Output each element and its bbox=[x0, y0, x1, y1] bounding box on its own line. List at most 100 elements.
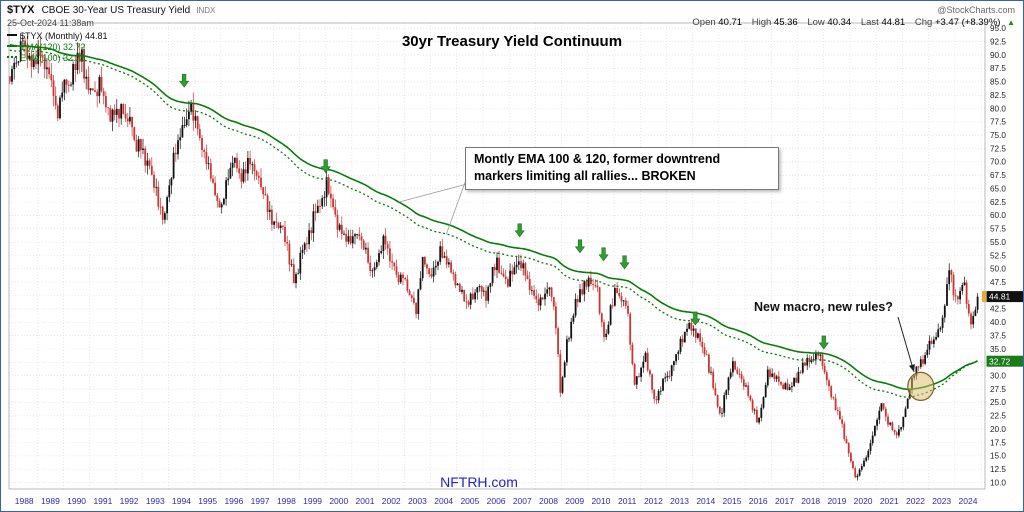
x-axis-year-label: 1999 bbox=[303, 496, 322, 506]
ticker-symbol[interactable]: $TYX bbox=[7, 4, 35, 16]
y-axis-tick-label: 70.0 bbox=[990, 158, 1006, 167]
y-axis-tick-label: 95.0 bbox=[990, 24, 1006, 33]
y-axis-tick-label: 20.0 bbox=[990, 425, 1006, 434]
down-arrow-icon bbox=[619, 255, 630, 270]
down-arrow-icon bbox=[690, 311, 701, 326]
candle-wicks-down bbox=[9, 36, 972, 479]
ema-axis-label: 32.72 bbox=[989, 356, 1011, 366]
x-axis-year-label: 2005 bbox=[460, 496, 479, 506]
stockcharts-watermark: @StockCharts.com bbox=[937, 5, 1015, 15]
legend-price-label: $TYX (Monthly) 44.81 bbox=[20, 31, 108, 41]
last-price-axis-label: 44.81 bbox=[989, 292, 1011, 302]
x-axis-year-label: 1997 bbox=[251, 496, 270, 506]
y-axis-tick-label: 40.0 bbox=[990, 318, 1006, 327]
candle-bodies-up bbox=[11, 40, 979, 478]
x-axis-year-label: 2012 bbox=[644, 496, 663, 506]
x-axis-year-label: 2017 bbox=[775, 496, 794, 506]
x-axis-year-label: 1989 bbox=[41, 496, 60, 506]
high-value: 45.36 bbox=[773, 17, 798, 28]
y-axis-tick-label: 50.0 bbox=[990, 265, 1006, 274]
x-axis-year-label: 2023 bbox=[932, 496, 951, 506]
x-axis-year-label: 1992 bbox=[120, 496, 139, 506]
x-axis-year-label: 1990 bbox=[67, 496, 86, 506]
y-axis-tick-label: 75.0 bbox=[990, 131, 1006, 140]
down-arrow-icon bbox=[179, 73, 190, 88]
x-axis-year-label: 2010 bbox=[591, 496, 610, 506]
y-axis-tick-label: 55.0 bbox=[990, 238, 1006, 247]
x-axis-year-label: 2002 bbox=[382, 496, 401, 506]
y-axis-tick-label: 85.0 bbox=[990, 78, 1006, 87]
callout-connector bbox=[398, 183, 468, 203]
high-label: High bbox=[751, 17, 772, 28]
down-arrow-icon bbox=[598, 247, 609, 262]
last-value: 44.81 bbox=[881, 17, 906, 28]
nftrh-link[interactable]: NFTRH.com bbox=[440, 474, 518, 490]
chg-value: +3.47 (+8.39%) bbox=[934, 17, 1001, 28]
y-axis-tick-label: 80.0 bbox=[990, 104, 1006, 113]
candle-bodies-down bbox=[8, 40, 972, 478]
x-axis-year-label: 1998 bbox=[277, 496, 296, 506]
x-axis-year-label: 1994 bbox=[172, 496, 191, 506]
candle-wicks-up bbox=[11, 33, 978, 481]
y-axis-tick-label: 42.5 bbox=[990, 305, 1006, 314]
x-axis-year-label: 2006 bbox=[487, 496, 506, 506]
breakout-highlight-ellipse bbox=[907, 371, 935, 401]
last-price-axis-label-bg bbox=[986, 291, 1023, 303]
ema-broken-callout: Montly EMA 100 & 120, former downtrend m… bbox=[465, 147, 779, 190]
y-axis-tick-label: 82.5 bbox=[990, 91, 1006, 100]
new-macro-note: New macro, new rules? bbox=[754, 300, 893, 314]
x-axis-year-label: 2014 bbox=[696, 496, 715, 506]
chart-title: 30yr Treasury Yield Continuum bbox=[401, 33, 623, 50]
x-axis-year-label: 2024 bbox=[959, 496, 978, 506]
legend-price-series[interactable]: $TYX (Monthly) 44.81 bbox=[7, 31, 108, 41]
x-axis-year-label: 1995 bbox=[198, 496, 217, 506]
x-axis-year-label: 1991 bbox=[93, 496, 112, 506]
x-axis-year-label: 2007 bbox=[513, 496, 532, 506]
x-axis-year-label: 1988 bbox=[15, 496, 34, 506]
y-axis-tick-label: 60.0 bbox=[990, 211, 1006, 220]
y-axis-tick-label: 90.0 bbox=[990, 51, 1006, 60]
x-axis-year-label: 2021 bbox=[880, 496, 899, 506]
y-axis-tick-label: 10.0 bbox=[990, 478, 1006, 487]
callout-line-1: Montly EMA 100 & 120, former downtrend bbox=[474, 152, 721, 166]
x-axis-year-label: 2004 bbox=[434, 496, 453, 506]
y-axis-tick-label: 62.5 bbox=[990, 198, 1006, 207]
callout-connector bbox=[445, 176, 468, 235]
x-axis-year-label: 2001 bbox=[356, 496, 375, 506]
ema-120-line bbox=[9, 44, 978, 391]
up-arrow-icon: ▲ bbox=[1007, 18, 1015, 27]
open-label: Open bbox=[692, 17, 716, 28]
y-axis-tick-label: 57.5 bbox=[990, 225, 1006, 234]
x-axis-year-label: 2022 bbox=[906, 496, 925, 506]
y-axis-tick-label: 92.5 bbox=[990, 38, 1006, 47]
callout-line-2: markers limiting all rallies... BROKEN bbox=[474, 168, 696, 183]
x-axis-year-label: 2018 bbox=[801, 496, 820, 506]
y-axis-tick-label: 37.5 bbox=[990, 331, 1006, 340]
down-arrow-icon bbox=[514, 223, 525, 238]
ema100-line-icon bbox=[7, 56, 17, 58]
legend-ema120-label: EMA(120) 32.72 bbox=[20, 42, 86, 52]
plot-border bbox=[8, 22, 986, 490]
x-axis-year-label: 2003 bbox=[408, 496, 427, 506]
x-axis-year-label: 2008 bbox=[539, 496, 558, 506]
x-axis-year-label: 2016 bbox=[749, 496, 768, 506]
note-pointer-head bbox=[909, 364, 915, 372]
x-axis-year-label: 2015 bbox=[723, 496, 742, 506]
legend-ema100[interactable]: EMA(100) 32.75 bbox=[7, 53, 86, 63]
y-axis-tick-label: 15.0 bbox=[990, 452, 1006, 461]
chart-header: $TYX CBOE 30-Year US Treasury Yield INDX bbox=[7, 4, 215, 16]
ema120-line-icon bbox=[7, 45, 17, 47]
x-axis-year-label: 1996 bbox=[224, 496, 243, 506]
x-axis-year-label: 2011 bbox=[618, 496, 637, 506]
x-axis-year-label: 2009 bbox=[565, 496, 584, 506]
low-value: 40.34 bbox=[827, 17, 852, 28]
last-bar-tick bbox=[982, 291, 986, 303]
y-axis-tick-label: 47.5 bbox=[990, 278, 1006, 287]
legend-ema120[interactable]: EMA(120) 32.72 bbox=[7, 42, 86, 52]
exchange-label: INDX bbox=[196, 6, 216, 15]
y-axis-tick-label: 72.5 bbox=[990, 144, 1006, 153]
quote-line: Open 40.71 High 45.36 Low 40.34 Last 44.… bbox=[685, 17, 1015, 28]
ema-100-line bbox=[9, 49, 978, 398]
